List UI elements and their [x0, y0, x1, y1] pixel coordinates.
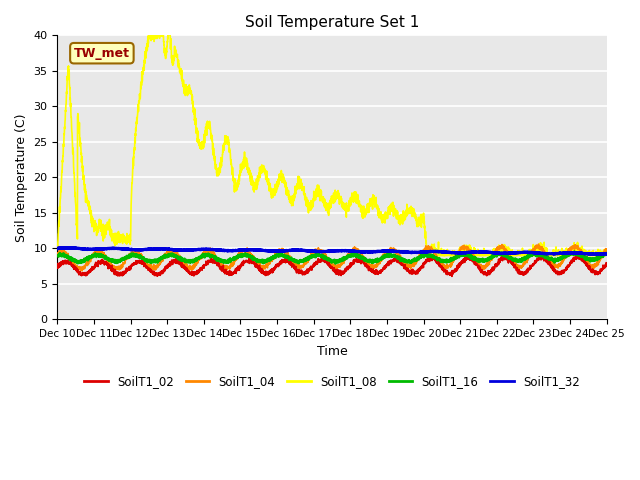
Title: Soil Temperature Set 1: Soil Temperature Set 1 — [245, 15, 419, 30]
Y-axis label: Soil Temperature (C): Soil Temperature (C) — [15, 113, 28, 241]
Text: TW_met: TW_met — [74, 47, 130, 60]
Legend: SoilT1_02, SoilT1_04, SoilT1_08, SoilT1_16, SoilT1_32: SoilT1_02, SoilT1_04, SoilT1_08, SoilT1_… — [79, 371, 585, 393]
X-axis label: Time: Time — [317, 345, 348, 358]
